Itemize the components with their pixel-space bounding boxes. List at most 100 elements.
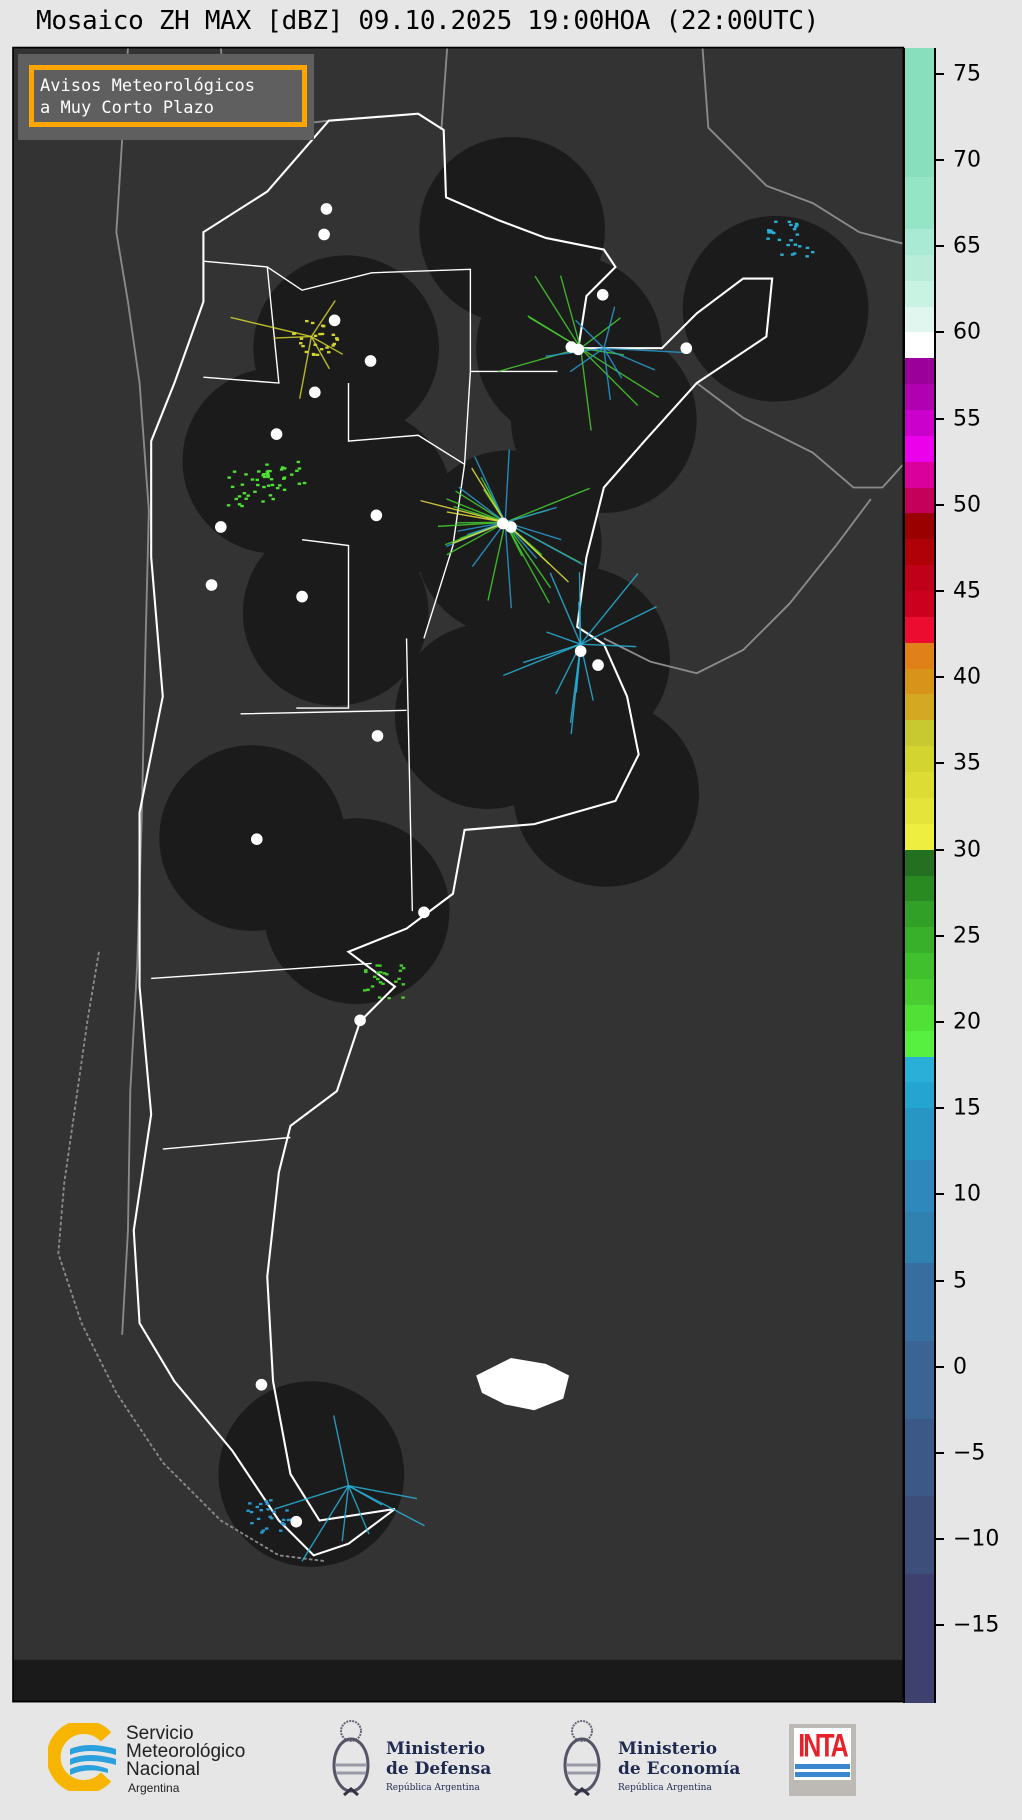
economia-logo-line-2: de Economía (618, 1759, 741, 1779)
radar-echo-cell (282, 1523, 286, 1526)
radar-echo-cell (331, 333, 336, 336)
radar-echo-cell (312, 353, 316, 357)
colorbar-segment (905, 642, 934, 670)
colorbar-tick-label: 15 (953, 1095, 981, 1121)
colorbar-segment (905, 978, 934, 1006)
radar-echo-cell (280, 1521, 285, 1525)
radar-echo-cell (382, 972, 387, 975)
radar-echo-cell (250, 478, 255, 481)
economia-logo-line-3: República Argentina (618, 1783, 712, 1793)
radar-echo-cell (234, 497, 239, 501)
colorbar-segment (905, 797, 934, 825)
radar-echo-cell (378, 981, 383, 984)
radar-echo-cell (226, 504, 231, 507)
colorbar-tick (936, 417, 944, 420)
radar-echo-cell (327, 351, 331, 354)
radar-echo-ray (505, 506, 557, 523)
radar-echo-cell (299, 342, 303, 345)
radar-echo-cell (768, 229, 773, 232)
radar-echo-ray (341, 1485, 350, 1542)
radar-echo-ray (274, 1485, 349, 1510)
radar-echo-ray (534, 275, 582, 349)
radar-site-marker (596, 289, 609, 301)
radar-echo-ray (580, 573, 639, 645)
colorbar-tick (936, 159, 944, 162)
radar-echo-cell (401, 967, 406, 970)
radar-echo-cell (240, 483, 245, 486)
radar-echo-cell (335, 337, 339, 340)
radar-echo-cell (246, 1509, 250, 1512)
colorbar-segment (905, 953, 934, 980)
colorbar-segment (905, 901, 934, 928)
radar-site-marker (318, 228, 330, 241)
colorbar-segment (905, 927, 934, 954)
radar-echo-ray (446, 521, 506, 556)
brazil-paraguay-border (696, 47, 904, 489)
radar-echo-cell (261, 1529, 266, 1532)
radar-echo-cell (774, 220, 778, 223)
chile-coast (57, 951, 326, 1563)
defensa-logo-line-3: República Argentina (386, 1783, 480, 1793)
radar-echo-cell (313, 334, 318, 337)
radar-echo-cell (240, 504, 244, 508)
radar-echo-ray (569, 347, 605, 373)
colorbar-tick-label: 25 (953, 923, 981, 949)
radar-echo-cell (780, 253, 784, 256)
radar-echo-cell (795, 233, 800, 236)
radar-echo-cell (280, 466, 285, 469)
radar-echo-cell (787, 220, 792, 223)
radar-echo-cell (269, 1499, 273, 1502)
radar-site-marker (371, 730, 384, 742)
radar-echo-cell (792, 252, 797, 255)
radar-echo-cell (399, 964, 404, 967)
radar-echo-cell (262, 475, 267, 479)
radar-echo-cell (378, 964, 382, 967)
legend-line-1: Avisos Meteorológicos (40, 76, 255, 96)
radar-echo-cell (227, 476, 231, 479)
colorbar-segment (905, 565, 934, 592)
radar-echo-cell (255, 1505, 260, 1509)
radar-echo-cell (266, 469, 271, 473)
radar-echo-ray (446, 498, 506, 523)
radar-echo-cell (282, 477, 286, 480)
radar-echo-cell (313, 343, 318, 346)
radar-echo-cell (767, 231, 771, 234)
radar-echo-ray (575, 319, 605, 349)
radar-echo-ray (502, 643, 581, 677)
map-title: Mosaico ZH MAX [dBZ] 09.10.2025 19:00HOA… (36, 6, 820, 36)
colorbar-segment (905, 1056, 934, 1083)
radar-echo-ray (455, 490, 506, 523)
radar-echo-ray (546, 631, 581, 645)
radar-echo-ray (504, 449, 510, 523)
radar-echo-ray (549, 572, 582, 645)
colorbar-segment (905, 1418, 934, 1497)
smn-logo-line-3: Nacional (126, 1759, 200, 1780)
radar-echo-cell (810, 250, 815, 254)
radar-echo-cell (772, 231, 776, 235)
radar-echo-cell (278, 484, 282, 487)
colorbar (903, 48, 936, 1703)
colorbar-tick-label: 10 (953, 1181, 981, 1207)
radar-echo-cell (265, 463, 269, 466)
radar-echo-ray (446, 511, 506, 524)
colorbar-segment (905, 435, 934, 463)
colorbar-segment (905, 1340, 934, 1420)
radar-echo-ray (299, 336, 313, 399)
colorbar-segment (905, 306, 934, 334)
radar-echo-cell (271, 497, 275, 501)
radar-echo-cell (301, 344, 305, 348)
radar-echo-cell (268, 1515, 272, 1519)
radar-echo-cell (304, 350, 309, 354)
radar-echo-cell (250, 1522, 254, 1525)
radar-echo-ray (522, 643, 581, 664)
radar-echo-cell (794, 225, 798, 228)
radar-echo-cell (256, 483, 260, 487)
radar-echo-cell (257, 470, 261, 473)
radar-echo-cell (265, 473, 270, 476)
colorbar-segment (905, 384, 934, 411)
colorbar-tick (936, 590, 944, 593)
radar-echo-ray (559, 275, 582, 349)
colorbar-tick (936, 72, 944, 75)
radar-echo-cell (261, 474, 265, 477)
radar-echo-cell (798, 245, 802, 248)
